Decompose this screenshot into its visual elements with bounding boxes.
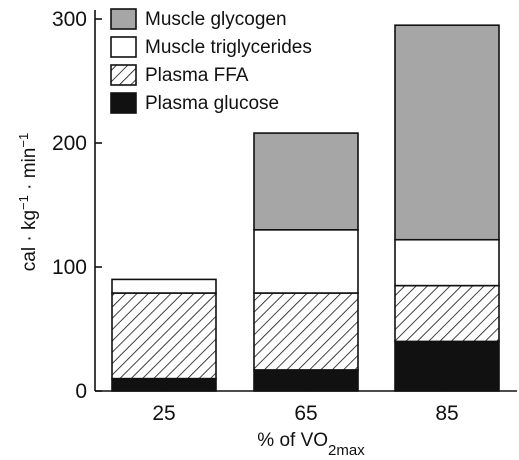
bar-segment-muscle-triglycerides-25 — [111, 278, 217, 294]
legend-swatch-plasma-ffa — [110, 64, 137, 86]
bar-segment-muscle-glycogen-65 — [253, 132, 359, 231]
y-tick-label: 0 — [75, 380, 87, 403]
y-axis-title: cal · kg−1 · min−1 — [16, 133, 41, 271]
bar-segment-muscle-triglycerides-85 — [394, 238, 500, 287]
bars-group — [111, 24, 500, 392]
x-axis-title: % of VO2max — [257, 430, 365, 459]
y-tick-label: 300 — [52, 8, 87, 31]
legend: Muscle glycogen Muscle triglycerides Plasm… — [110, 8, 312, 114]
bar-segment-plasma-ffa-65 — [253, 292, 359, 371]
bar-segment-muscle-glycogen-85 — [394, 24, 500, 241]
y-ticks-group: 0 100 200 300 — [52, 8, 102, 403]
y-tick-label: 200 — [52, 132, 87, 155]
bar-segment-plasma-ffa-25 — [111, 292, 217, 380]
legend-swatch-muscle-triglycerides — [110, 36, 137, 58]
x-tick-label: 25 — [152, 402, 175, 425]
legend-swatch-plasma-glucose — [110, 92, 137, 114]
legend-label-plasma-glucose: Plasma glucose — [145, 93, 279, 114]
bar-segment-plasma-glucose-85 — [394, 340, 500, 392]
bar-segment-plasma-ffa-85 — [394, 284, 500, 343]
legend-label-muscle-glycogen: Muscle glycogen — [145, 9, 287, 30]
bar-segment-muscle-triglycerides-65 — [253, 229, 359, 294]
legend-label-plasma-ffa: Plasma FFA — [145, 65, 249, 86]
x-tick-label: 65 — [294, 402, 317, 425]
x-ticks-group: 25 65 85 — [152, 384, 459, 425]
legend-label-muscle-triglycerides: Muscle triglycerides — [145, 37, 312, 58]
legend-swatch-muscle-glycogen — [110, 8, 137, 30]
x-tick-label: 85 — [435, 402, 458, 425]
y-tick-label: 100 — [52, 256, 87, 279]
